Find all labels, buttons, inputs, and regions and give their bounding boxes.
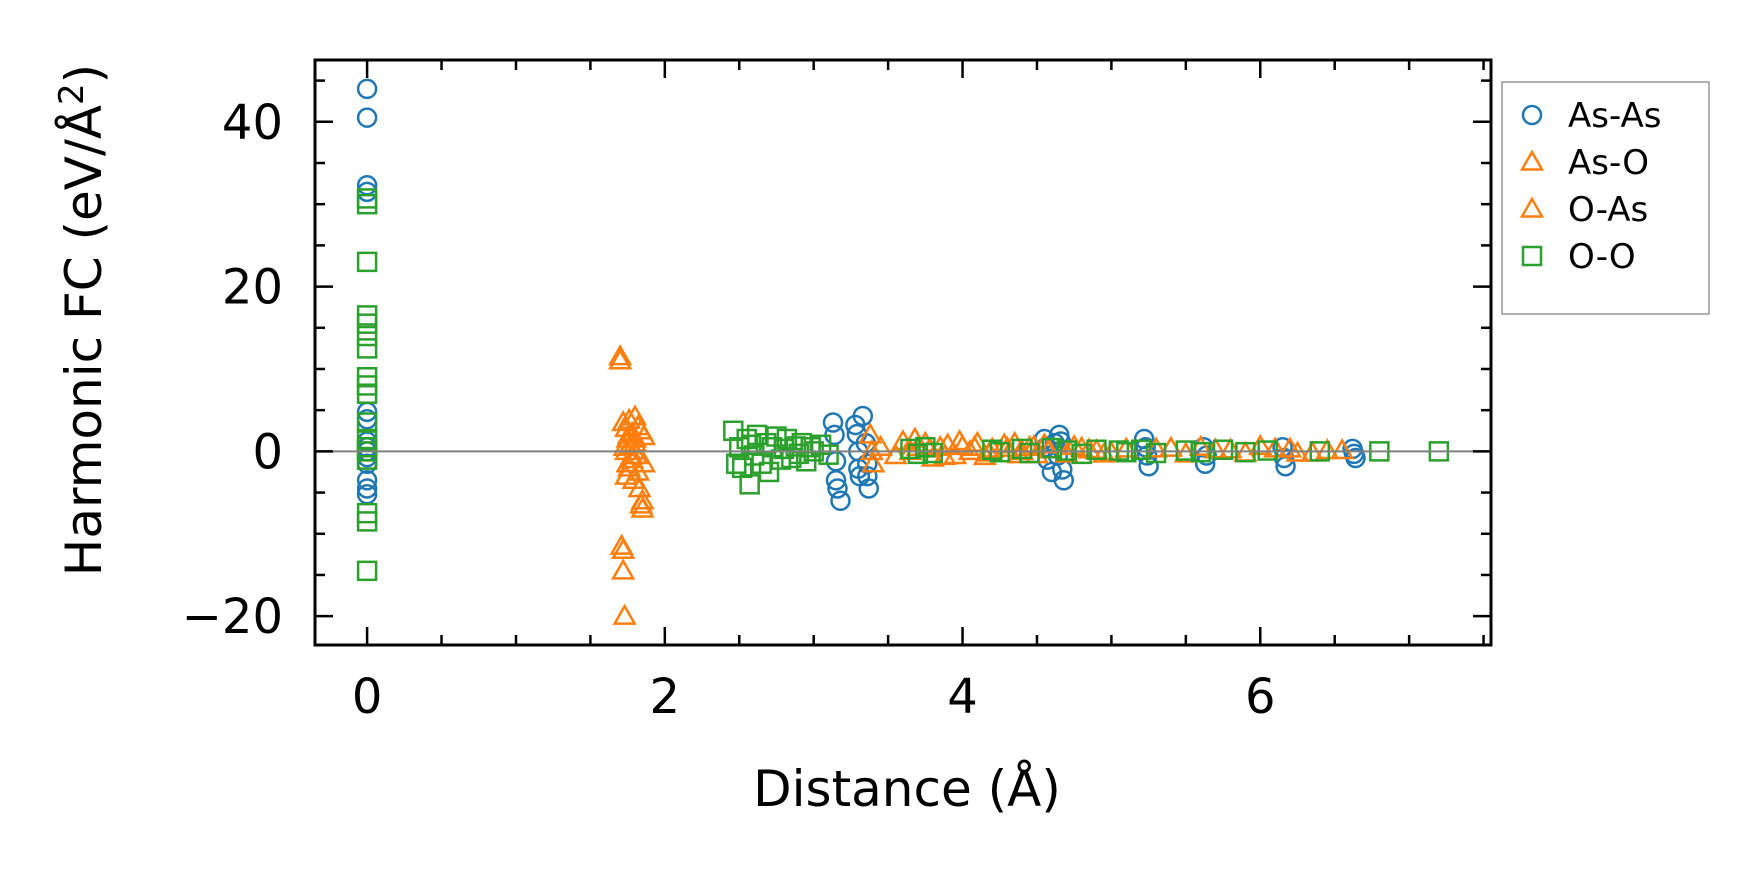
data-point bbox=[356, 313, 378, 334]
legend-marker bbox=[1519, 149, 1545, 171]
x-tick-label: 0 bbox=[352, 669, 383, 725]
series-as-o bbox=[608, 344, 1340, 625]
data-point bbox=[962, 434, 987, 457]
y-axis-label-superscript: 2 bbox=[52, 83, 92, 105]
data-point bbox=[857, 465, 878, 487]
legend: As-As As-O O-As O-O bbox=[1501, 81, 1710, 315]
y-tick-labels: −20 0 20 40 bbox=[182, 95, 283, 645]
data-point bbox=[947, 428, 972, 451]
legend-box bbox=[1501, 81, 1710, 315]
data-point bbox=[852, 405, 874, 427]
data-point bbox=[758, 461, 780, 483]
data-point bbox=[610, 558, 636, 580]
data-point bbox=[356, 251, 378, 273]
data-point bbox=[1041, 437, 1063, 459]
data-point bbox=[922, 442, 944, 464]
data-point bbox=[356, 78, 378, 100]
x-tick-label: 2 bbox=[650, 669, 681, 725]
data-point bbox=[859, 438, 884, 461]
data-point bbox=[610, 537, 636, 559]
legend-marker bbox=[1519, 196, 1545, 218]
y-axis-label-close: ) bbox=[55, 64, 113, 84]
data-point bbox=[822, 412, 844, 433]
x-tick-labels: 0 2 4 6 bbox=[352, 669, 1276, 725]
data-point bbox=[1086, 439, 1107, 460]
y-axis-label: Harmonic FC (eV/Å2) bbox=[52, 64, 113, 576]
data-point bbox=[1145, 442, 1167, 464]
data-point bbox=[1212, 439, 1234, 460]
data-point bbox=[1315, 438, 1340, 460]
data-point bbox=[356, 193, 378, 215]
data-point bbox=[788, 443, 810, 465]
data-point bbox=[616, 422, 642, 444]
series-o-o bbox=[356, 188, 1450, 582]
data-marks bbox=[356, 78, 1450, 625]
data-point bbox=[900, 438, 921, 460]
data-point bbox=[356, 560, 378, 582]
data-point bbox=[1130, 439, 1152, 460]
data-point bbox=[630, 488, 655, 510]
x-tick-label: 6 bbox=[1245, 669, 1276, 725]
legend-marker bbox=[1521, 245, 1543, 267]
data-point bbox=[907, 443, 929, 465]
data-point bbox=[739, 474, 760, 495]
data-point bbox=[1071, 443, 1092, 465]
data-point bbox=[731, 457, 753, 479]
axis-ticks bbox=[315, 60, 1491, 645]
data-point bbox=[1011, 438, 1033, 460]
data-point bbox=[857, 453, 878, 474]
data-point bbox=[356, 412, 378, 433]
y-tick-label: −20 bbox=[182, 589, 283, 645]
y-tick-label: 40 bbox=[222, 95, 283, 151]
y-tick-label: 0 bbox=[252, 424, 283, 480]
data-point bbox=[1262, 436, 1288, 458]
plot-frame bbox=[313, 58, 1493, 647]
data-point bbox=[356, 511, 378, 532]
data-point bbox=[356, 107, 378, 128]
legend-label: As-O bbox=[1568, 143, 1649, 183]
legend-label: As-As bbox=[1568, 96, 1661, 136]
data-point bbox=[356, 338, 378, 359]
series-o-as bbox=[608, 348, 1355, 559]
data-point bbox=[1329, 438, 1355, 460]
data-point bbox=[736, 428, 757, 450]
data-point bbox=[861, 451, 886, 473]
data-point bbox=[827, 478, 848, 499]
data-point bbox=[818, 444, 839, 465]
data-point bbox=[825, 469, 847, 491]
legend-label: O-O bbox=[1568, 237, 1636, 277]
data-point bbox=[608, 344, 633, 366]
y-axis-label-main: Harmonic FC (eV/Å bbox=[55, 105, 113, 576]
data-point bbox=[625, 459, 651, 481]
data-point bbox=[868, 434, 893, 457]
data-point bbox=[858, 478, 880, 499]
data-point bbox=[830, 490, 851, 512]
data-point bbox=[356, 325, 378, 347]
x-tick-label: 4 bbox=[947, 669, 978, 725]
data-point bbox=[932, 443, 957, 466]
data-point bbox=[612, 603, 637, 625]
data-point bbox=[982, 439, 1003, 460]
data-point bbox=[622, 426, 648, 448]
x-axis-label: Distance (Å) bbox=[753, 760, 1061, 818]
data-point bbox=[1019, 442, 1040, 464]
legend-marker bbox=[1521, 104, 1543, 126]
data-point bbox=[766, 426, 787, 447]
data-point bbox=[356, 478, 378, 499]
data-point bbox=[619, 447, 645, 469]
data-point bbox=[356, 383, 378, 404]
y-tick-label: 20 bbox=[222, 260, 283, 316]
data-point bbox=[915, 437, 936, 458]
legend-label: O-As bbox=[1568, 190, 1648, 230]
data-point bbox=[781, 447, 802, 469]
data-point bbox=[1053, 469, 1075, 491]
data-point bbox=[356, 469, 378, 491]
data-point bbox=[1277, 436, 1303, 458]
data-point bbox=[608, 348, 633, 370]
